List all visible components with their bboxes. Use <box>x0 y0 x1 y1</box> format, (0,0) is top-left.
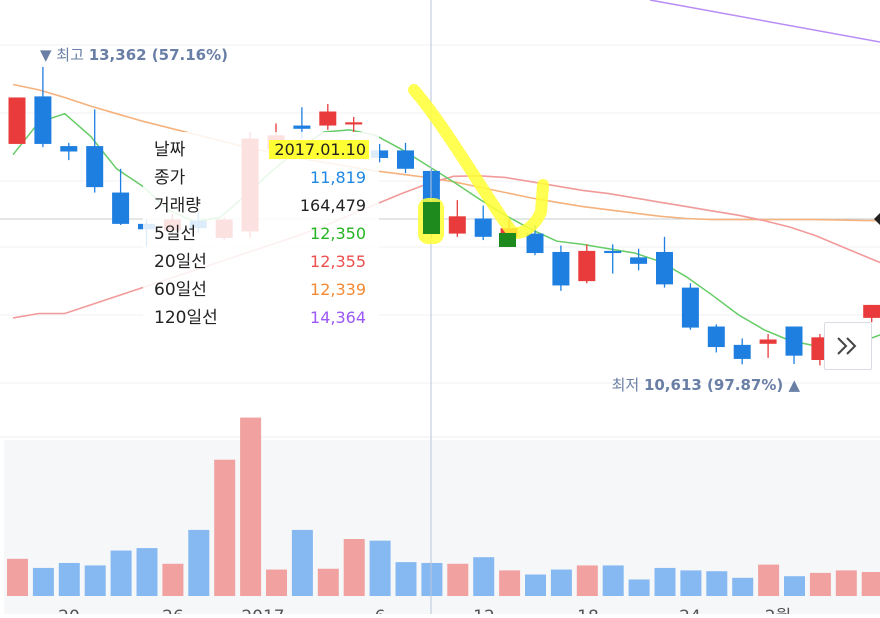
candle-body <box>527 234 544 253</box>
tooltip-value: 164,479 <box>300 196 366 215</box>
high-annotation-value: 13,362 (57.16%) <box>89 46 228 64</box>
candle-body <box>656 252 673 284</box>
candle-body <box>449 216 466 233</box>
volume-bar <box>266 570 287 596</box>
tooltip-value: 12,339 <box>310 280 366 299</box>
candle-body <box>552 252 569 285</box>
tooltip-label: 종가 <box>154 168 186 188</box>
candle-body <box>578 251 595 281</box>
volume-bar <box>655 568 676 596</box>
volume-bar <box>836 570 857 596</box>
x-tick-label: 24 <box>679 607 701 614</box>
low-annotation: 최저 10,613 (97.87%) ▲ <box>612 376 801 394</box>
selected-candle-overlay <box>423 202 440 234</box>
candle-body <box>708 327 725 348</box>
tooltip-label: 20일선 <box>154 252 207 272</box>
volume-bar <box>85 565 106 596</box>
candle-body <box>9 97 26 143</box>
volume-bar <box>706 571 727 596</box>
tooltip-label: 60일선 <box>154 280 207 300</box>
volume-bar <box>214 460 235 596</box>
tooltip-value: 2017.01.10 <box>274 140 366 159</box>
tooltip-label: 5일선 <box>154 224 196 244</box>
volume-bar <box>137 548 158 596</box>
volume-bar <box>784 576 805 596</box>
volume-bar <box>577 565 598 596</box>
candle-body <box>682 288 699 328</box>
volume-bar <box>473 557 494 596</box>
volume-bar <box>603 565 624 596</box>
volume-bar <box>111 551 132 596</box>
volume-bar <box>629 579 650 596</box>
crosshair-marker <box>874 213 880 225</box>
high-annotation: ▼ 최고 13,362 (57.16%) <box>40 46 228 64</box>
candle-body <box>86 146 103 187</box>
x-tick-label: 12 <box>473 607 495 614</box>
candle-body <box>319 112 336 126</box>
candle-body <box>397 150 414 168</box>
volume-bar <box>680 570 701 596</box>
candle-body <box>60 146 77 151</box>
scroll-next-button[interactable] <box>824 322 872 370</box>
volume-bar <box>810 573 831 596</box>
volume-bar <box>447 564 468 596</box>
volume-bar <box>525 575 546 596</box>
volume-bar <box>499 570 520 596</box>
x-tick-label: 20 <box>58 607 80 614</box>
candle-body <box>112 193 129 224</box>
candle-body <box>345 122 362 124</box>
tooltip-value: 12,350 <box>310 224 366 243</box>
tooltip: 날짜 2017.01.10 종가 11,819 거래량 164,479 5일선 12,350 2… <box>143 132 379 328</box>
volume-bar <box>370 541 391 596</box>
volume-bar <box>421 563 442 596</box>
volume-bar <box>188 530 209 596</box>
candle-body <box>863 305 880 318</box>
volume-bar <box>33 568 54 596</box>
tooltip-label: 날짜 <box>154 140 186 160</box>
candle-body <box>630 257 647 263</box>
tooltip-value: 11,819 <box>310 168 366 187</box>
tooltip-value: 12,355 <box>310 252 366 271</box>
candle-body <box>734 345 751 359</box>
volume-bar <box>292 530 313 596</box>
volume-bar <box>862 572 880 596</box>
x-tick-label: 2017 <box>241 607 284 614</box>
candle-body <box>760 339 777 343</box>
highlighted-candle-overlay <box>499 233 516 247</box>
candle-body <box>293 126 310 129</box>
volume-bar <box>318 569 339 596</box>
volume-bar <box>7 559 28 596</box>
double-chevron-right-icon <box>835 335 861 357</box>
volume-bar <box>162 564 183 596</box>
volume-bar <box>551 570 572 596</box>
x-tick-label: 2월 <box>765 607 791 614</box>
x-tick-label: 18 <box>577 607 599 614</box>
tooltip-label: 120일선 <box>154 308 218 328</box>
tooltip-value: 14,364 <box>310 308 366 327</box>
x-tick-label: 6 <box>375 607 386 614</box>
volume-bar <box>732 578 753 596</box>
volume-bar <box>59 563 80 596</box>
tooltip-label: 거래량 <box>154 196 201 216</box>
low-annotation-value: 10,613 (97.87%) ▲ <box>644 376 801 394</box>
candle-body <box>475 218 492 236</box>
volume-bar <box>344 539 365 596</box>
candle-body <box>34 96 51 144</box>
ma120-line <box>650 0 880 42</box>
volume-bar <box>396 562 417 596</box>
volume-bar <box>240 418 261 596</box>
candle-body <box>604 251 621 253</box>
x-tick-label: 26 <box>162 607 184 614</box>
volume-bar <box>758 565 779 596</box>
candle-body <box>786 327 803 356</box>
